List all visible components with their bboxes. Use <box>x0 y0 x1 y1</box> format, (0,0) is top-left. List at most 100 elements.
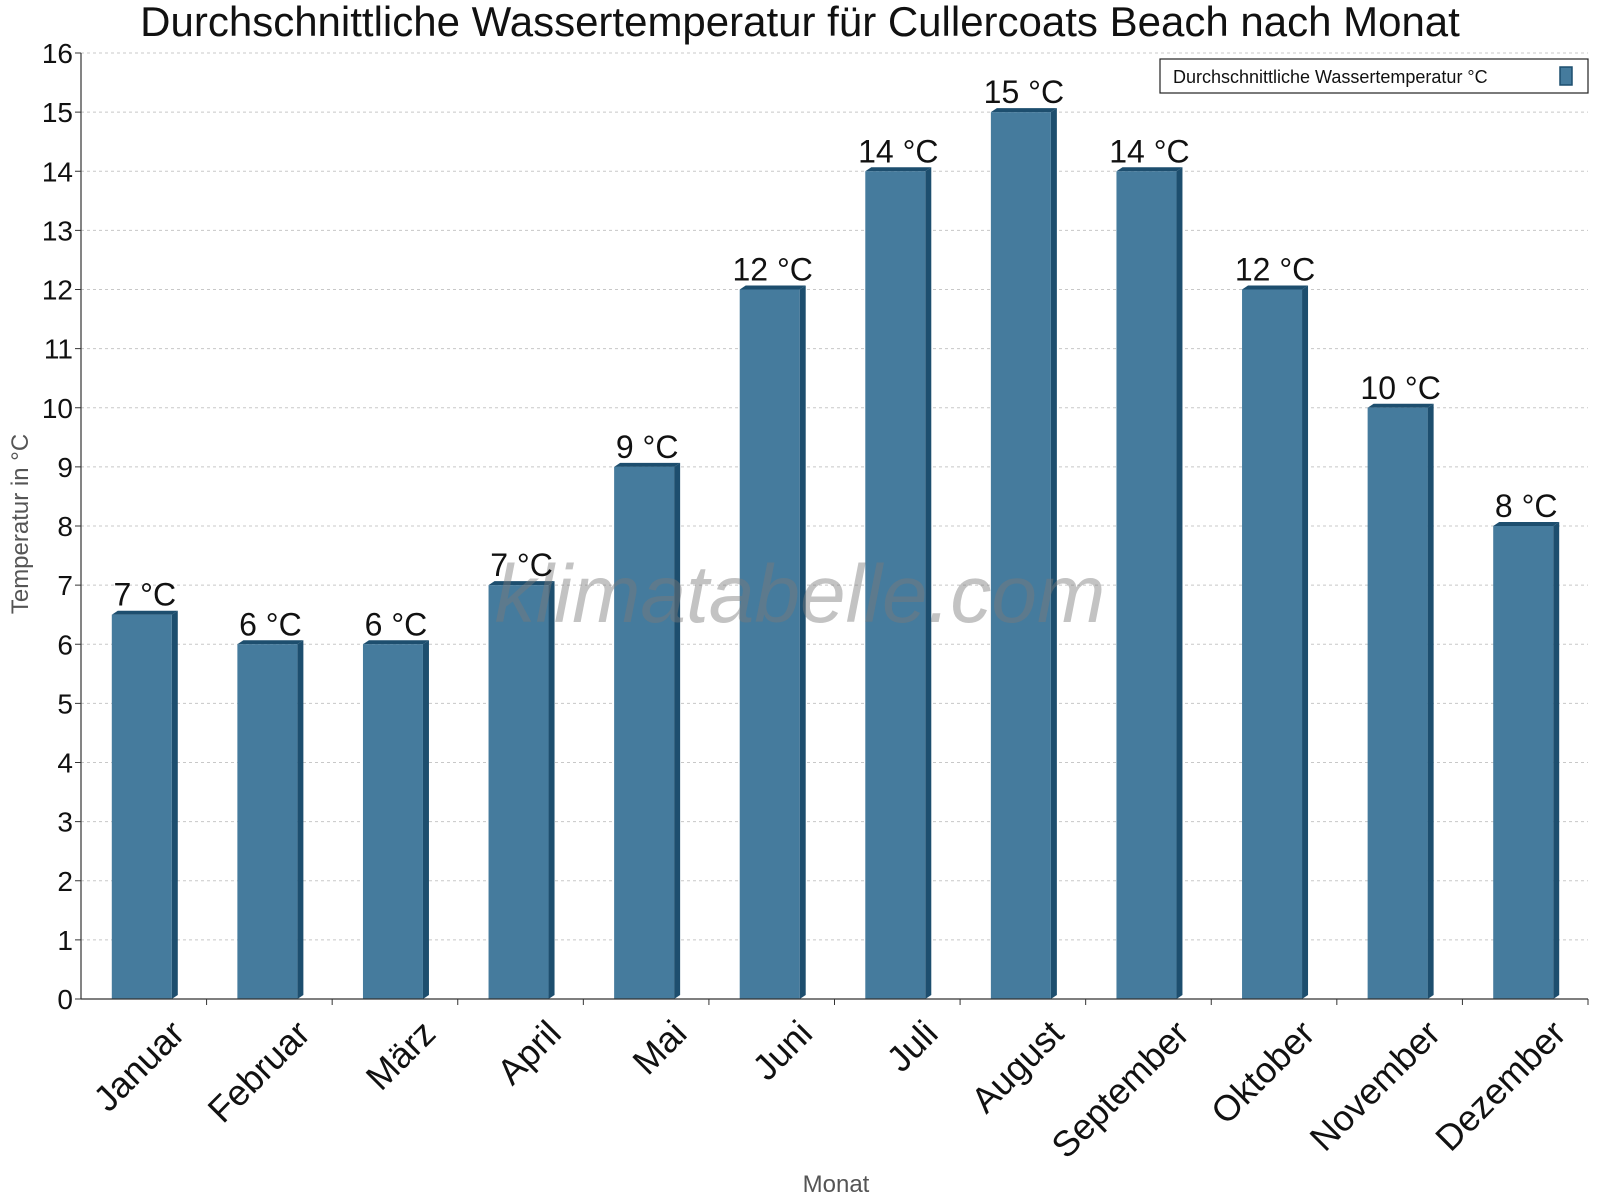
y-tick-label: 15 <box>42 97 73 128</box>
bar-top <box>111 610 178 615</box>
bar-top <box>237 640 304 645</box>
y-tick-label: 13 <box>42 215 73 246</box>
bar-side <box>674 462 681 999</box>
y-tick-label: 4 <box>57 748 73 779</box>
bar-9 <box>1116 167 1183 999</box>
y-tick-label: 14 <box>42 156 73 187</box>
x-tick-label: Juli <box>878 1012 945 1079</box>
data-label: 6 °C <box>365 606 428 642</box>
y-tick-label: 7 <box>57 570 73 601</box>
bar-side <box>799 285 806 999</box>
legend: Durchschnittliche Wassertemperatur °C <box>1159 58 1589 94</box>
bar-5 <box>614 462 681 999</box>
bar-front <box>739 289 800 999</box>
y-tick-label: 2 <box>57 866 73 897</box>
x-tick-label: März <box>358 1012 444 1098</box>
bar-11 <box>1367 403 1434 999</box>
bar-front <box>614 466 675 999</box>
y-tick-label: 6 <box>57 629 73 660</box>
x-tick-label: Mai <box>624 1012 694 1082</box>
bar-front <box>488 585 549 999</box>
data-label: 12 °C <box>733 252 813 288</box>
bar-top <box>488 581 555 586</box>
x-tick-label: August <box>963 1012 1071 1120</box>
x-tick-label: Oktober <box>1203 1012 1323 1132</box>
data-label: 7 °C <box>113 577 176 613</box>
x-tick-label: November <box>1302 1012 1448 1158</box>
axes <box>75 52 1589 1005</box>
bar-2 <box>237 640 304 999</box>
chart-title: Durchschnittliche Wassertemperatur für C… <box>140 0 1460 45</box>
bar-front <box>865 171 926 999</box>
bar-top <box>1367 403 1434 408</box>
bar-side <box>925 167 932 999</box>
data-label: 8 °C <box>1495 488 1558 524</box>
y-tick-label: 16 <box>42 38 73 69</box>
y-axis-label: Temperatur in °C <box>7 434 34 614</box>
x-tick-label: Februar <box>200 1012 318 1130</box>
bar-12 <box>1493 522 1560 999</box>
y-tick-label: 10 <box>42 393 73 424</box>
y-tick-label: 3 <box>57 807 73 838</box>
x-tick-label: Juni <box>744 1012 820 1088</box>
data-label: 6 °C <box>239 606 302 642</box>
bar-front <box>237 644 298 999</box>
bar-8 <box>990 108 1057 999</box>
bar-front <box>1116 171 1177 999</box>
bar-side <box>548 581 555 999</box>
x-axis-label: Monat <box>803 1171 870 1198</box>
data-label: 15 °C <box>984 74 1064 110</box>
data-label: 14 °C <box>858 133 938 169</box>
bar-front <box>990 112 1051 999</box>
bar-top <box>1493 522 1560 526</box>
bar-10 <box>1242 285 1309 999</box>
bar-top <box>865 167 932 172</box>
bar-side <box>1302 285 1309 999</box>
bar-front <box>362 644 423 999</box>
bar-side <box>1176 167 1183 999</box>
y-tick-label: 5 <box>57 688 73 719</box>
bar-side <box>171 610 178 999</box>
x-tick-label: April <box>489 1012 569 1092</box>
bar-side <box>1050 108 1057 999</box>
data-label: 14 °C <box>1109 133 1189 169</box>
y-tick-label: 9 <box>57 452 73 483</box>
bar-top <box>1242 285 1309 290</box>
bar-top <box>1116 167 1183 172</box>
x-tick-label: Dezember <box>1427 1012 1573 1158</box>
legend-box <box>1159 58 1589 94</box>
bar-1 <box>111 610 178 999</box>
bar-front <box>1242 289 1303 999</box>
y-tick-label: 0 <box>57 984 73 1015</box>
data-label: 9 °C <box>616 429 679 465</box>
bars <box>111 108 1560 999</box>
bar-6 <box>739 285 806 999</box>
x-tick-label: Januar <box>85 1012 192 1119</box>
y-tick-label: 1 <box>57 925 73 956</box>
watermark: klimatabelle.com <box>495 549 1106 640</box>
data-label: 10 °C <box>1360 370 1440 406</box>
bar-top <box>990 108 1057 113</box>
y-tick-label: 12 <box>42 275 73 306</box>
y-tick-label: 8 <box>57 511 73 542</box>
data-labels: 7 °C 6 °C 6 °C 7 °C 9 °C 12 °C 14 °C 15 °C 14 °C… <box>113 74 1557 642</box>
x-tick-label: September <box>1043 1012 1197 1166</box>
data-label: 7 °C <box>490 547 553 583</box>
bar-side <box>422 640 429 999</box>
legend-swatch <box>1559 66 1573 86</box>
grid-lines <box>81 52 1588 941</box>
data-label: 12 °C <box>1235 252 1315 288</box>
bar-front <box>111 614 172 999</box>
bar-side <box>1553 522 1560 999</box>
bar-side <box>297 640 304 999</box>
bar-top <box>614 462 681 467</box>
bar-front <box>1367 407 1428 999</box>
y-tick-label: 11 <box>44 334 73 365</box>
bar-4 <box>488 581 555 999</box>
bar-top <box>739 285 806 290</box>
bar-7 <box>865 167 932 999</box>
bar-top <box>362 640 429 645</box>
bar-front <box>1493 526 1554 999</box>
legend-label: Durchschnittliche Wassertemperatur °C <box>1173 67 1488 87</box>
